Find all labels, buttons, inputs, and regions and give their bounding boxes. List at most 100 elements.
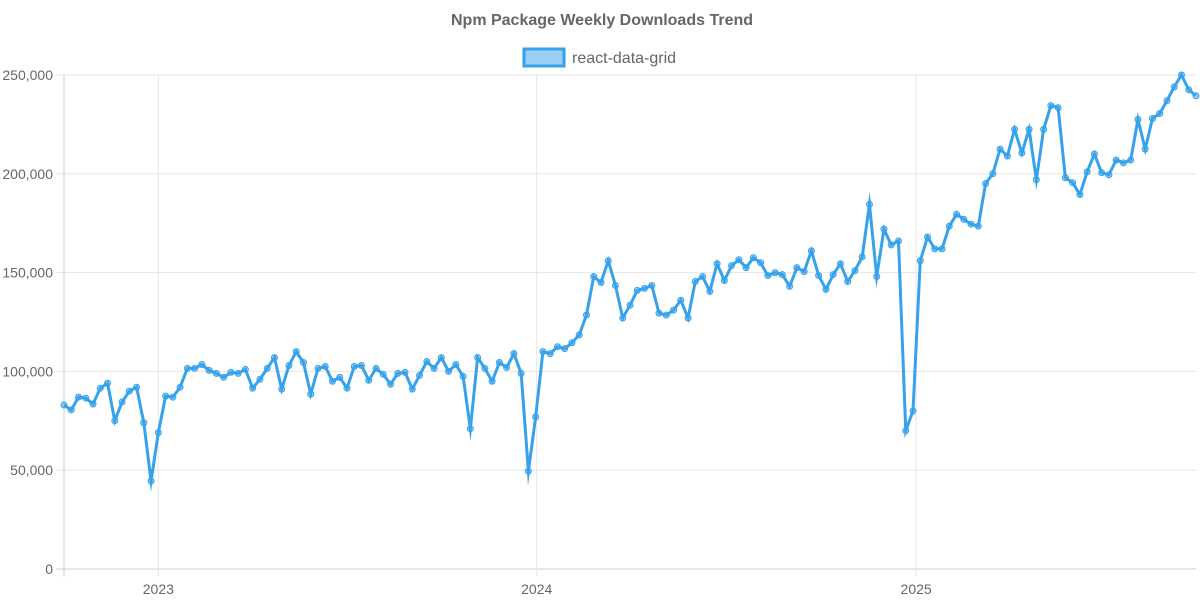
data-point <box>945 222 953 230</box>
data-point <box>982 180 990 188</box>
data-point <box>89 400 97 408</box>
data-point <box>822 285 830 293</box>
data-point <box>757 259 765 267</box>
data-point <box>343 384 351 392</box>
data-point <box>858 253 866 261</box>
data-point <box>1170 83 1178 91</box>
x-axis: 2023 2024 2025 <box>143 581 932 597</box>
data-point <box>1018 149 1026 157</box>
data-point <box>387 380 395 388</box>
data-point <box>1134 115 1142 123</box>
data-point <box>249 384 257 392</box>
data-point <box>1127 156 1135 164</box>
data-point <box>270 354 278 362</box>
data-point <box>1119 159 1127 167</box>
data-point <box>278 385 286 393</box>
data-point <box>1061 174 1069 182</box>
data-point <box>909 407 917 415</box>
data-point <box>75 393 83 401</box>
data-point <box>1112 156 1120 164</box>
data-point <box>815 272 823 280</box>
data-point <box>851 267 859 275</box>
data-point <box>328 377 336 385</box>
y-tick-label: 100,000 <box>2 363 53 379</box>
data-point <box>350 362 358 370</box>
data-point <box>1156 110 1164 118</box>
data-point <box>1069 179 1077 187</box>
data-point <box>183 364 191 372</box>
data-point <box>670 306 678 314</box>
data-point <box>241 365 249 373</box>
data-point <box>408 385 416 393</box>
data-point <box>118 398 126 406</box>
legend[interactable]: react-data-grid <box>522 47 676 68</box>
data-point <box>655 309 663 317</box>
data-point <box>503 363 511 371</box>
y-tick-label: 250,000 <box>2 67 53 83</box>
data-point <box>641 284 649 292</box>
legend-swatch <box>522 47 566 68</box>
data-point <box>169 393 177 401</box>
data-point <box>902 427 910 435</box>
data-point <box>1003 152 1011 160</box>
data-point <box>924 233 932 241</box>
data-point <box>1141 145 1149 153</box>
data-point <box>604 257 612 265</box>
data-point <box>960 215 968 223</box>
data-point <box>844 277 852 285</box>
data-point <box>894 237 902 245</box>
data-point <box>299 359 307 367</box>
data-point <box>931 245 939 253</box>
data-point <box>474 354 482 362</box>
data-point <box>699 273 707 281</box>
data-point <box>365 376 373 384</box>
data-point <box>546 350 554 358</box>
data-point <box>532 413 540 421</box>
data-point <box>575 331 583 339</box>
data-point <box>713 260 721 268</box>
data-point <box>764 272 772 280</box>
data-point <box>749 254 757 262</box>
series-react-data-grid <box>60 71 1200 493</box>
grid <box>56 74 1196 577</box>
data-point <box>619 314 627 322</box>
data-point <box>307 390 315 398</box>
y-tick-label: 200,000 <box>2 166 53 182</box>
data-point <box>597 278 605 286</box>
data-point <box>873 273 881 281</box>
y-tick-label: 50,000 <box>10 462 53 478</box>
data-point <box>800 268 808 276</box>
data-point <box>633 286 641 294</box>
legend-label: react-data-grid <box>572 50 676 67</box>
data-point <box>735 256 743 264</box>
data-point <box>1163 97 1171 105</box>
data-point <box>1076 191 1084 199</box>
data-point <box>626 301 634 309</box>
data-point <box>938 245 946 253</box>
data-point <box>1047 102 1055 110</box>
data-point <box>176 383 184 391</box>
data-point <box>104 379 112 387</box>
data-point <box>720 277 728 285</box>
data-point <box>974 222 982 230</box>
data-point <box>865 200 873 208</box>
data-point <box>495 359 503 367</box>
x-tick-label: 2025 <box>901 581 932 597</box>
data-point <box>227 368 235 376</box>
data-point <box>401 368 409 376</box>
data-point <box>887 241 895 249</box>
data-point <box>836 260 844 268</box>
data-point <box>481 364 489 372</box>
data-point <box>314 364 322 372</box>
data-point <box>510 350 518 358</box>
data-point <box>778 271 786 279</box>
y-tick-label: 150,000 <box>2 265 53 281</box>
data-point <box>162 392 170 400</box>
data-point <box>140 419 148 427</box>
data-point <box>786 282 794 290</box>
data-point <box>916 257 924 265</box>
data-point <box>358 361 366 369</box>
data-point <box>793 264 801 272</box>
data-point <box>553 343 561 351</box>
data-point <box>829 271 837 279</box>
